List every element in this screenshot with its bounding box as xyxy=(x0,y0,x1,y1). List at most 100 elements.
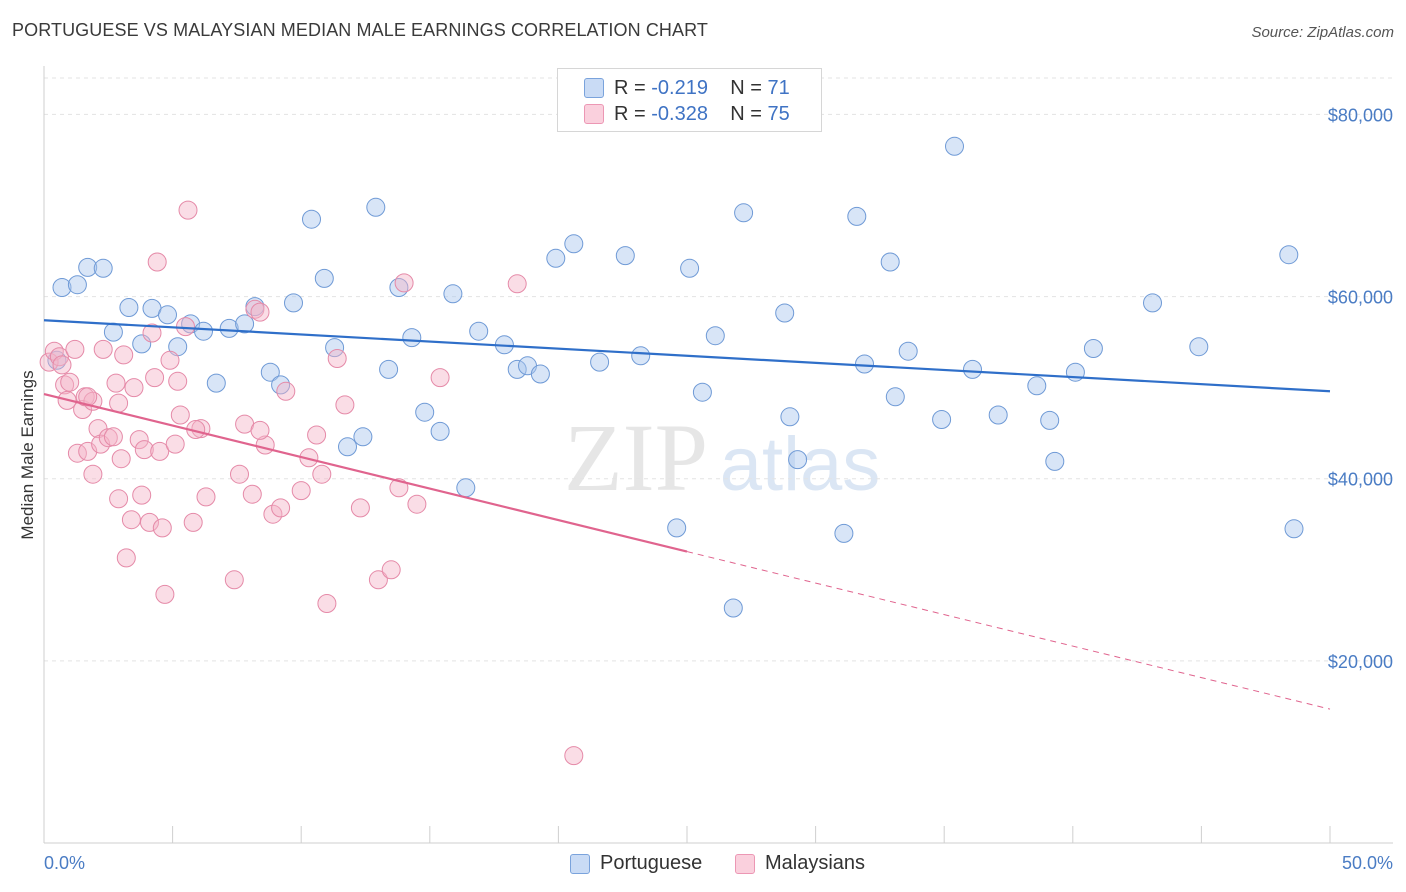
malaysian-point xyxy=(103,427,123,447)
portuguese-point xyxy=(1189,337,1209,357)
portuguese-point xyxy=(705,326,725,346)
n-value-portuguese: 71 xyxy=(767,76,790,99)
portuguese-point xyxy=(415,402,435,422)
portuguese-point xyxy=(158,305,177,325)
malaysian-legend-swatch xyxy=(735,854,755,874)
y-tick-label: $60,000 xyxy=(1328,288,1393,308)
portuguese-point xyxy=(775,303,795,323)
n-value-malaysian: 75 xyxy=(767,102,790,125)
portuguese-point xyxy=(456,478,476,498)
portuguese-point xyxy=(302,209,321,229)
portuguese-point xyxy=(194,321,213,341)
malaysian-point xyxy=(381,560,401,580)
portuguese-point xyxy=(219,318,239,338)
malaysian-point xyxy=(312,464,332,484)
malaysian-point xyxy=(176,317,195,337)
malaysian-point xyxy=(327,349,347,368)
malaysian-point xyxy=(140,512,159,532)
portuguese-point xyxy=(235,314,255,334)
portuguese-point xyxy=(847,206,867,226)
malaysian-point xyxy=(276,381,296,401)
malaysian-point xyxy=(109,489,129,509)
trend-lines xyxy=(43,319,1331,710)
malaysian-points xyxy=(39,200,584,766)
r-value-portuguese: -0.219 xyxy=(651,76,708,99)
malaysian-point xyxy=(250,420,270,440)
malaysian-point xyxy=(407,494,427,514)
portuguese-point xyxy=(271,375,291,395)
correlation-legend: R = -0.219 N = 71 R = -0.328 N = 75 xyxy=(557,68,822,132)
malaysian-point xyxy=(196,487,216,507)
malaysian-point xyxy=(142,323,162,343)
portuguese-point xyxy=(880,252,900,272)
malaysian-point xyxy=(152,518,172,538)
portuguese-point xyxy=(284,293,303,313)
malaysian-point xyxy=(430,368,450,388)
malaysian-point xyxy=(121,510,141,530)
y-tick-label: $20,000 xyxy=(1328,652,1393,672)
watermark-zip: ZIP xyxy=(564,404,708,511)
y-tick-label: $80,000 xyxy=(1328,105,1393,125)
malaysian-point xyxy=(389,478,409,498)
portuguese-point xyxy=(780,407,800,427)
malaysian-point xyxy=(129,430,149,450)
malaysian-point xyxy=(183,512,203,532)
malaysian-point xyxy=(109,393,129,413)
portuguese-point xyxy=(366,197,386,217)
portuguese-point xyxy=(93,258,113,278)
portuguese-point xyxy=(988,405,1008,425)
portuguese-point xyxy=(1045,451,1065,471)
malaysian-point xyxy=(83,464,103,484)
malaysian-point xyxy=(132,485,152,505)
portuguese-point xyxy=(692,382,712,402)
portuguese-point xyxy=(78,257,98,277)
malaysian-point xyxy=(350,498,370,518)
malaysian-trend-extension xyxy=(686,551,1331,710)
malaysian-point xyxy=(116,548,136,568)
source-label: Source: ZipAtlas.com xyxy=(1251,24,1394,41)
malaysian-point xyxy=(230,464,249,484)
malaysian-point xyxy=(124,378,144,398)
malaysian-point xyxy=(114,345,134,365)
malaysian-point xyxy=(317,594,337,613)
portuguese-point xyxy=(885,387,905,407)
x-tick-min: 0.0% xyxy=(44,853,85,873)
malaysian-point xyxy=(271,498,291,518)
malaysian-point xyxy=(507,274,527,294)
portuguese-point xyxy=(667,518,687,538)
portuguese-swatch xyxy=(584,78,604,98)
malaysian-point xyxy=(93,339,113,359)
portuguese-point xyxy=(788,450,808,470)
malaysian-point xyxy=(368,570,388,590)
malaysian-point xyxy=(245,299,265,319)
malaysian-point xyxy=(335,395,355,415)
axes xyxy=(43,66,1393,844)
watermark-atlas: atlas xyxy=(720,422,881,507)
r-value-malaysian: -0.328 xyxy=(651,102,708,125)
portuguese-point xyxy=(206,373,226,393)
portuguese-point xyxy=(723,598,743,618)
portuguese-point xyxy=(67,275,87,295)
portuguese-point xyxy=(615,246,635,266)
chart-title: PORTUGUESE VS MALAYSIAN MEDIAN MALE EARN… xyxy=(12,20,709,40)
portuguese-point xyxy=(1143,293,1162,313)
r-label: R = xyxy=(614,102,652,125)
malaysian-point xyxy=(106,373,126,393)
malaysian-point xyxy=(55,375,75,395)
portuguese-point xyxy=(260,362,280,382)
malaysian-point xyxy=(178,200,198,220)
portuguese-point xyxy=(119,298,139,317)
malaysian-point xyxy=(242,484,262,504)
y-axis-label: Median Male Earnings xyxy=(18,370,37,539)
portuguese-point xyxy=(314,268,334,288)
x-tick-max: 50.0% xyxy=(1342,853,1393,873)
malaysian-point xyxy=(165,434,185,454)
portuguese-point xyxy=(631,346,651,366)
portuguese-point xyxy=(546,248,566,268)
portuguese-point xyxy=(1284,519,1304,539)
malaysian-point xyxy=(564,746,584,766)
malaysian-point xyxy=(111,449,131,469)
portuguese-point xyxy=(338,437,357,457)
portuguese-point xyxy=(1027,376,1047,396)
